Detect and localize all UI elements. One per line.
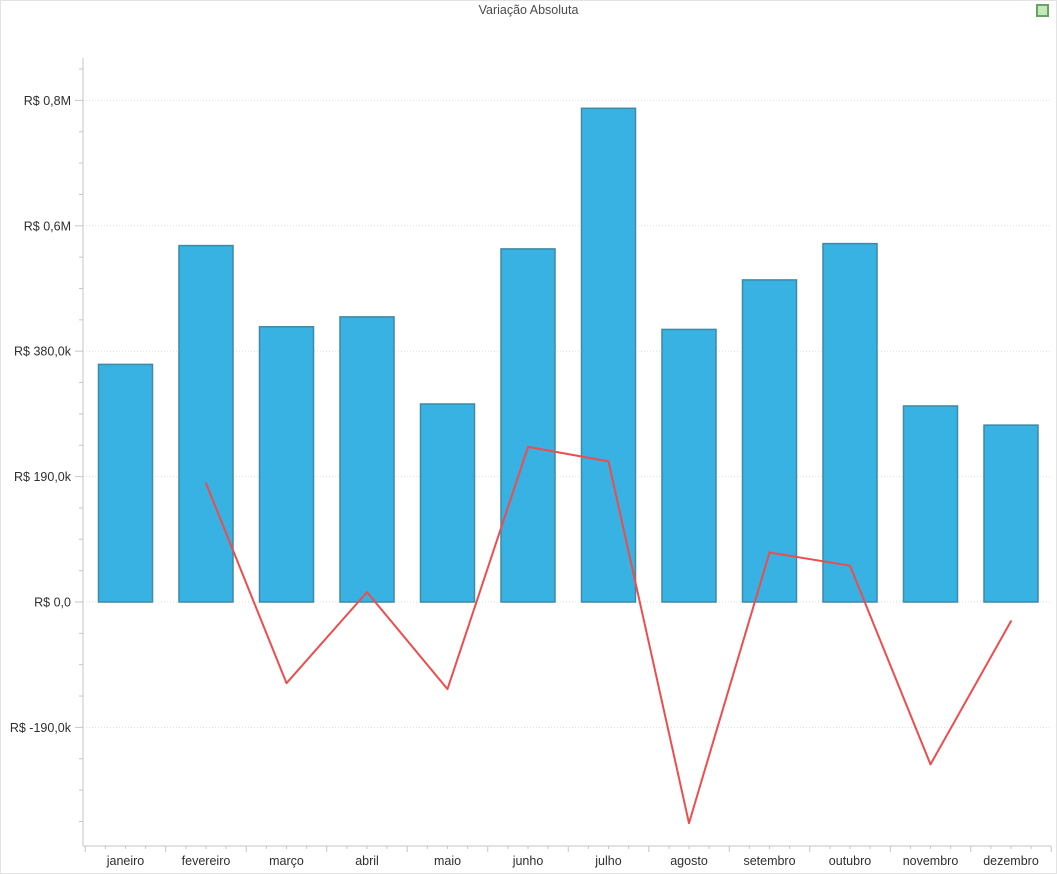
- bar-novembro[interactable]: [902, 405, 959, 603]
- y-tick-label: R$ 0,8M: [24, 94, 71, 108]
- y-tick-label: R$ -190,0k: [10, 721, 72, 735]
- x-tick-label: setembro: [743, 854, 795, 868]
- x-tick-label: novembro: [903, 854, 959, 868]
- y-tick-label: R$ 190,0k: [14, 470, 72, 484]
- x-tick-label: dezembro: [983, 854, 1039, 868]
- x-tick-label: abril: [355, 854, 379, 868]
- bar-maio[interactable]: [419, 403, 476, 603]
- chart-title: Variação Absoluta: [478, 3, 579, 17]
- bar-março[interactable]: [258, 326, 315, 603]
- series-line: [205, 445, 1012, 825]
- bar-janeiro[interactable]: [97, 363, 154, 603]
- x-tick-label: março: [269, 854, 304, 868]
- y-tick-label: R$ 0,0: [34, 596, 71, 610]
- bar-outubro[interactable]: [822, 242, 878, 603]
- x-tick-label: julho: [594, 854, 621, 868]
- bar-fevereiro[interactable]: [178, 244, 234, 603]
- x-tick-label: agosto: [670, 854, 708, 868]
- green-square-icon[interactable]: [1036, 4, 1049, 17]
- bar-junho[interactable]: [500, 248, 556, 603]
- x-tick-label: fevereiro: [182, 854, 231, 868]
- bar-julho[interactable]: [580, 107, 637, 603]
- y-tick-label: R$ 0,6M: [24, 219, 71, 233]
- y-tick-label: R$ 380,0k: [14, 345, 72, 359]
- bar-abril[interactable]: [339, 316, 395, 603]
- bar-agosto[interactable]: [661, 328, 717, 603]
- x-tick-label: junho: [512, 854, 544, 868]
- x-tick-label: janeiro: [106, 854, 145, 868]
- x-tick-label: outubro: [829, 854, 871, 868]
- x-tick-label: maio: [434, 854, 461, 868]
- bar-setembro[interactable]: [741, 279, 798, 603]
- bar-dezembro[interactable]: [983, 424, 1039, 603]
